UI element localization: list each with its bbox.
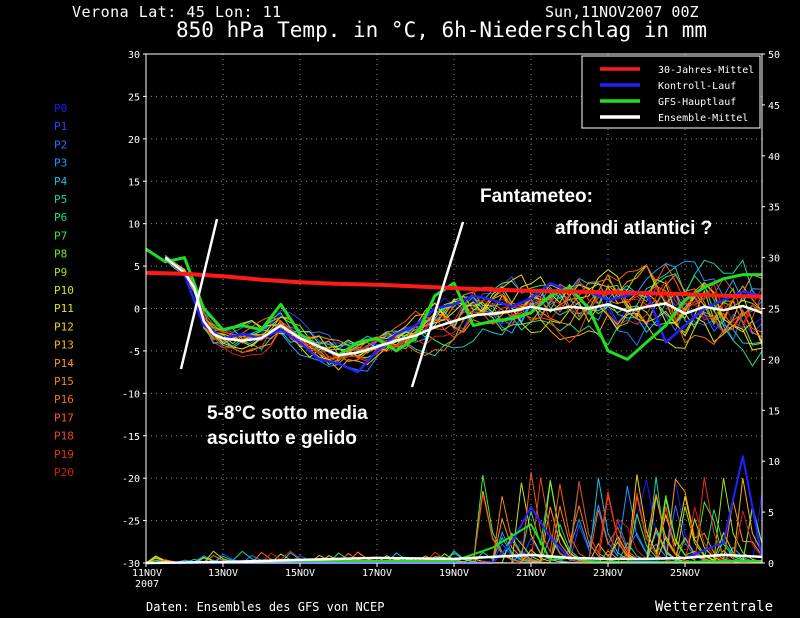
axis-labels: 302520151050-5-10-15-20-25-3050454035302… [54,50,780,590]
x-tick-label: 2007 [135,579,159,590]
y-right-tick-label: 20 [768,355,780,366]
y-left-tick-label: -15 [122,432,140,443]
legend-label: Kontroll-Lauf [658,81,736,92]
member-label-p4: P4 [54,175,68,188]
page-title: 850 hPa Temp. in °C, 6h-Niederschlag in … [176,18,708,42]
member-label-p11: P11 [54,302,74,315]
annotation-sotto-media: 5-8°C sotto media [207,403,368,424]
x-tick-label: 11NOV [132,568,162,579]
member-label-p17: P17 [54,411,74,424]
y-right-tick-label: 10 [768,457,780,468]
y-left-tick-label: 30 [128,50,140,61]
x-tick-label: 25NOV [670,568,700,579]
member-label-p20: P20 [54,466,74,479]
y-right-tick-label: 40 [768,152,780,163]
member-label-p19: P19 [54,448,74,461]
y-left-tick-label: 25 [128,92,140,103]
member-label-p3: P3 [54,157,67,170]
legend-label: Ensemble-Mittel [658,113,748,124]
annotation-asciutto: asciutto e gelido [207,428,357,449]
member-label-p14: P14 [54,357,74,370]
series-gfs-hauptlauf [145,247,762,361]
member-label-p0: P0 [54,102,67,115]
member-label-p10: P10 [54,284,74,297]
x-tick-label: 21NOV [516,568,546,579]
y-left-tick-label: 5 [134,262,140,273]
legend: 30-Jahres-Mittel Kontroll-Lauf GFS-Hauptla… [581,55,761,129]
member-label-p6: P6 [54,211,67,224]
member-label-p5: P5 [54,193,67,206]
hand-drawn-lines [179,218,465,388]
x-tick-label: 23NOV [593,568,623,579]
member-label-p1: P1 [54,120,67,133]
y-left-tick-label: -5 [128,347,140,358]
y-left-tick-label: -25 [122,517,140,528]
y-right-tick-label: 15 [768,406,780,417]
y-right-tick-label: 35 [768,203,780,214]
x-tick-label: 19NOV [439,568,469,579]
series-30-jahres-mittel [145,270,763,299]
member-line-p4 [164,255,763,354]
series-ensemble-mittel [164,256,763,357]
member-label-p18: P18 [54,430,74,443]
footer-brand: Wetterzentrale [655,599,774,615]
member-label-p8: P8 [54,248,67,261]
y-right-tick-label: 50 [768,50,780,61]
y-left-tick-label: -30 [122,559,140,570]
y-right-tick-label: 30 [768,254,780,265]
legend-label: GFS-Hauptlauf [658,97,736,108]
member-label-p2: P2 [54,138,67,151]
header-location: Verona Lat: 45 Lon: 11 [72,3,282,21]
y-left-tick-label: 15 [128,177,140,188]
member-line-p17 [164,256,763,362]
member-line-p15 [165,258,763,363]
y-right-tick-label: 45 [768,101,780,112]
y-left-tick-label: 0 [134,305,140,316]
y-left-tick-label: 10 [128,220,140,231]
member-label-p9: P9 [54,266,67,279]
member-label-p15: P15 [54,375,74,388]
annotation-fantameteo: Fantameteo: [480,186,593,207]
y-right-tick-label: 0 [768,559,774,570]
member-label-p16: P16 [54,393,74,406]
legend-label: 30-Jahres-Mittel [658,65,754,76]
member-label-p7: P7 [54,229,67,242]
series-ensemble-mittel-precip [145,553,763,565]
y-left-tick-label: 20 [128,135,140,146]
footer-source: Daten: Ensembles des GFS von NCEP [146,600,385,614]
member-line-p14 [164,257,763,354]
annotation-stroke-left [179,218,219,370]
annotation-stroke-right [410,221,465,388]
header-run: Sun,11NOV2007 00Z [545,3,699,21]
annotation-affondi: affondi atlantici ? [555,218,713,239]
y-left-tick-label: -20 [122,474,140,485]
x-tick-label: 17NOV [362,568,392,579]
member-label-p13: P13 [54,339,74,352]
y-left-tick-label: -10 [122,389,140,400]
y-right-tick-label: 25 [768,305,780,316]
member-label-p12: P12 [54,320,74,333]
x-tick-label: 15NOV [285,568,315,579]
x-tick-label: 13NOV [208,568,238,579]
highlighted-series [145,247,763,565]
y-right-tick-label: 5 [768,508,774,519]
